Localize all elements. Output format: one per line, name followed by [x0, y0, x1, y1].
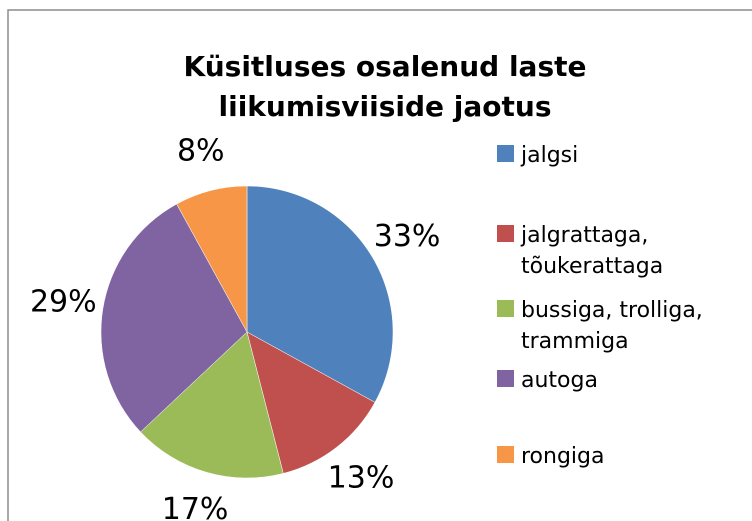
legend-item: jalgsi	[497, 140, 737, 171]
legend-label: autoga	[521, 368, 598, 393]
data-label: 8%	[177, 133, 225, 168]
legend-label: rongiga	[521, 444, 605, 469]
legend-swatch	[497, 145, 514, 162]
pie-slice	[100, 203, 248, 433]
pie-slice	[176, 185, 248, 333]
legend-swatch	[497, 225, 514, 242]
data-label: 13%	[328, 460, 395, 495]
pie-slice	[246, 185, 394, 403]
data-label: 29%	[30, 284, 97, 319]
legend-label: bussiga, trolliga, trammiga	[521, 298, 703, 354]
legend-item: jalgrattaga, tõukerattaga	[497, 220, 737, 282]
legend-swatch	[497, 370, 514, 387]
legend-label: jalgrattaga, tõukerattaga	[521, 223, 664, 279]
legend-item: bussiga, trolliga, trammiga	[497, 295, 737, 357]
data-label: 17%	[162, 492, 229, 521]
legend-swatch	[497, 300, 514, 317]
legend-item: autoga	[497, 365, 737, 396]
legend-swatch	[497, 446, 514, 463]
chart-title: Küsitluses osalenud laste	[184, 50, 587, 83]
pie-slice	[246, 331, 376, 474]
data-label: 33%	[374, 219, 441, 254]
legend-label: jalgsi	[521, 143, 579, 168]
chart-title: liikumisviiside jaotus	[219, 90, 552, 123]
legend-item: rongiga	[497, 441, 737, 472]
pie-slice	[140, 331, 284, 479]
